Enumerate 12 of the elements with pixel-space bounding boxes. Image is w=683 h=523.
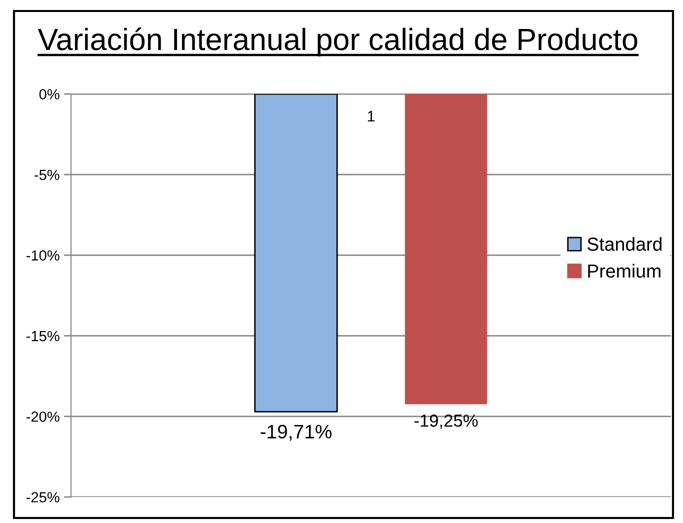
y-tick-label: -25% <box>26 492 60 502</box>
y-tick-label: -10% <box>26 250 60 261</box>
legend-label: Premium <box>588 264 660 278</box>
chart-title: Variación Interanual por calidad de Producto <box>38 28 638 56</box>
y-tick-label: 0% <box>39 89 60 100</box>
y-tick-label: -15% <box>26 330 60 342</box>
y-tick-label: -5% <box>34 170 60 180</box>
x-tick-label: 1 <box>368 110 375 122</box>
data-label: -19,25% <box>414 414 478 429</box>
y-tick-label: -20% <box>26 412 60 422</box>
legend-label: Standard <box>587 237 662 251</box>
data-label: -19,71% <box>260 424 332 441</box>
